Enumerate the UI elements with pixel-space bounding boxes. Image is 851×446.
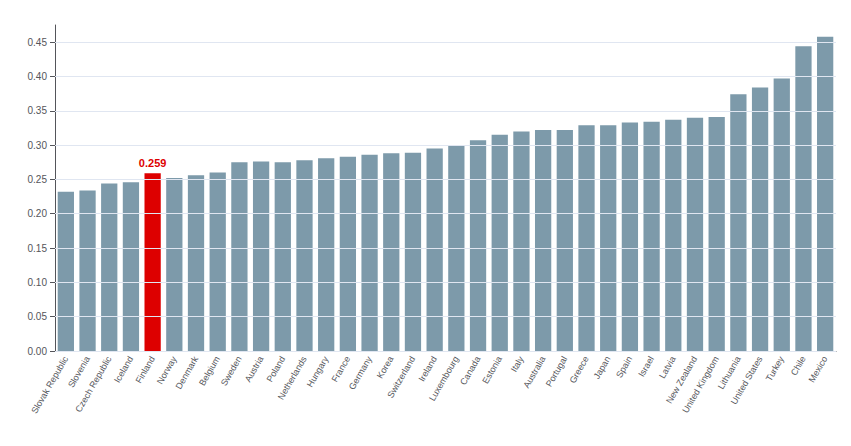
svg-text:Ireland: Ireland (417, 354, 439, 383)
svg-text:United States: United States (729, 354, 765, 406)
svg-text:Spain: Spain (614, 354, 634, 379)
svg-text:0.30: 0.30 (28, 140, 48, 151)
svg-text:Luxembourg: Luxembourg (427, 354, 461, 402)
svg-text:Latvia: Latvia (657, 354, 678, 380)
svg-text:Norway: Norway (154, 354, 179, 386)
svg-text:New Zealand: New Zealand (664, 354, 700, 406)
svg-text:Finland: Finland (134, 354, 157, 385)
svg-text:Slovak Republic: Slovak Republic (29, 354, 70, 415)
svg-text:Israel: Israel (636, 354, 656, 378)
svg-text:Estonia: Estonia (480, 354, 504, 385)
svg-text:Canada: Canada (458, 354, 482, 386)
svg-text:Hungary: Hungary (305, 354, 331, 389)
svg-text:Chile: Chile (789, 354, 808, 377)
svg-text:0.00: 0.00 (28, 346, 48, 357)
svg-text:Lithuania: Lithuania (715, 354, 743, 392)
svg-text:Slovenia: Slovenia (66, 354, 92, 390)
svg-text:0.25: 0.25 (28, 174, 48, 185)
svg-text:0.45: 0.45 (28, 37, 48, 48)
svg-text:Turkey: Turkey (764, 354, 786, 383)
svg-text:Australia: Australia (521, 354, 548, 390)
svg-text:Belgium: Belgium (197, 354, 222, 388)
svg-text:Netherlands: Netherlands (276, 354, 309, 401)
svg-text:Poland: Poland (264, 354, 287, 383)
svg-text:France: France (330, 354, 353, 383)
svg-text:Korea: Korea (375, 354, 396, 380)
svg-text:Czech Republic: Czech Republic (73, 354, 113, 414)
svg-text:0.40: 0.40 (28, 71, 48, 82)
svg-text:United Kingdom: United Kingdom (680, 354, 721, 414)
svg-text:0.10: 0.10 (28, 277, 48, 288)
svg-text:Portugal: Portugal (544, 354, 569, 388)
svg-text:Mexico: Mexico (807, 354, 830, 384)
svg-text:Austria: Austria (243, 354, 266, 383)
svg-text:0.15: 0.15 (28, 243, 48, 254)
svg-text:Denmark: Denmark (173, 354, 200, 391)
svg-text:Sweden: Sweden (219, 354, 244, 387)
svg-text:Greece: Greece (567, 354, 590, 385)
svg-text:0.05: 0.05 (28, 311, 48, 322)
svg-text:Iceland: Iceland (112, 354, 135, 384)
svg-text:Italy: Italy (509, 354, 526, 374)
svg-text:Japan: Japan (592, 354, 613, 380)
svg-text:0.35: 0.35 (28, 105, 48, 116)
svg-text:Switzerland: Switzerland (385, 354, 417, 399)
svg-text:0.20: 0.20 (28, 208, 48, 219)
svg-text:0.259: 0.259 (139, 157, 167, 169)
svg-text:Germany: Germany (347, 354, 374, 391)
